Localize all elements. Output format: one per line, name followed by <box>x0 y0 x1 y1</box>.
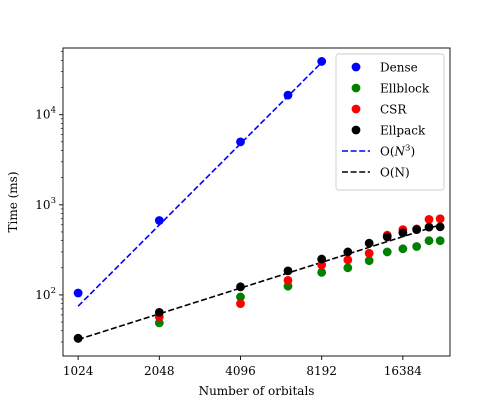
legend-label-fit-1: O(N) <box>380 165 410 179</box>
data-point-ellpack <box>283 266 293 276</box>
x-tick-label: 2048 <box>144 364 175 378</box>
fit-line-1 <box>77 224 441 341</box>
data-point-dense <box>236 137 245 147</box>
data-point-csr <box>283 275 293 285</box>
data-point-ellblock <box>317 267 327 277</box>
legend-label-fit-0: O(N3) <box>380 143 415 158</box>
data-point-csr <box>343 255 353 265</box>
legend-marker-ellpack <box>351 125 361 135</box>
data-point-ellpack <box>317 254 327 264</box>
data-point-ellblock <box>435 236 445 246</box>
legend-marker-ellblock <box>351 83 361 93</box>
y-tick-label: 102 <box>35 286 56 302</box>
legend-box <box>335 53 445 191</box>
x-tick-label: 1024 <box>63 364 94 378</box>
x-axis-title: Number of orbitals <box>199 384 315 398</box>
data-point-ellblock <box>364 256 374 266</box>
data-point-csr <box>236 299 245 309</box>
data-point-ellpack <box>382 232 392 242</box>
x-tick-label: 8192 <box>306 364 337 378</box>
data-point-ellpack <box>398 228 408 238</box>
plot-frame <box>62 47 451 357</box>
series-layer <box>73 57 445 343</box>
legend-label-ellblock: Ellblock <box>380 81 430 95</box>
y-axis-title: Time (ms) <box>6 171 20 232</box>
fit-line-0 <box>77 61 323 307</box>
data-point-ellblock <box>343 263 353 273</box>
data-point-ellpack <box>236 282 245 292</box>
data-point-ellblock <box>424 236 434 246</box>
legend-marker-dense <box>351 62 361 72</box>
data-point-csr <box>435 214 445 224</box>
y-tick-label: 103 <box>35 196 56 212</box>
data-point-ellpack <box>343 247 353 257</box>
data-point-ellpack <box>435 222 445 232</box>
data-point-ellpack <box>412 225 422 235</box>
x-tick-label: 4096 <box>225 364 256 378</box>
legend-label-dense: Dense <box>380 60 418 74</box>
data-point-ellpack <box>73 333 83 343</box>
data-point-csr <box>364 248 374 258</box>
legend: Dense Ellblock CSR Ellpack O(N3) O(N) <box>335 53 445 191</box>
data-point-ellpack <box>424 222 434 232</box>
y-tick-label: 104 <box>35 106 56 122</box>
axes-layer: 1024 2048 4096 8192 16384 102 103 104 <box>35 47 451 378</box>
legend-label-ellpack: Ellpack <box>380 123 426 137</box>
data-point-ellpack <box>154 307 164 317</box>
legend-label-csr: CSR <box>380 102 407 116</box>
data-point-ellpack <box>364 238 374 248</box>
data-point-dense <box>73 288 83 298</box>
data-point-ellblock <box>382 247 392 257</box>
legend-marker-csr <box>351 104 361 114</box>
data-point-csr <box>424 214 434 224</box>
data-point-ellblock <box>412 242 422 251</box>
data-point-dense <box>154 216 164 225</box>
x-tick-label: 16384 <box>384 364 423 378</box>
data-point-dense <box>317 57 327 66</box>
data-point-dense <box>283 90 293 100</box>
data-point-ellblock <box>236 292 245 302</box>
data-point-ellblock <box>398 244 408 254</box>
